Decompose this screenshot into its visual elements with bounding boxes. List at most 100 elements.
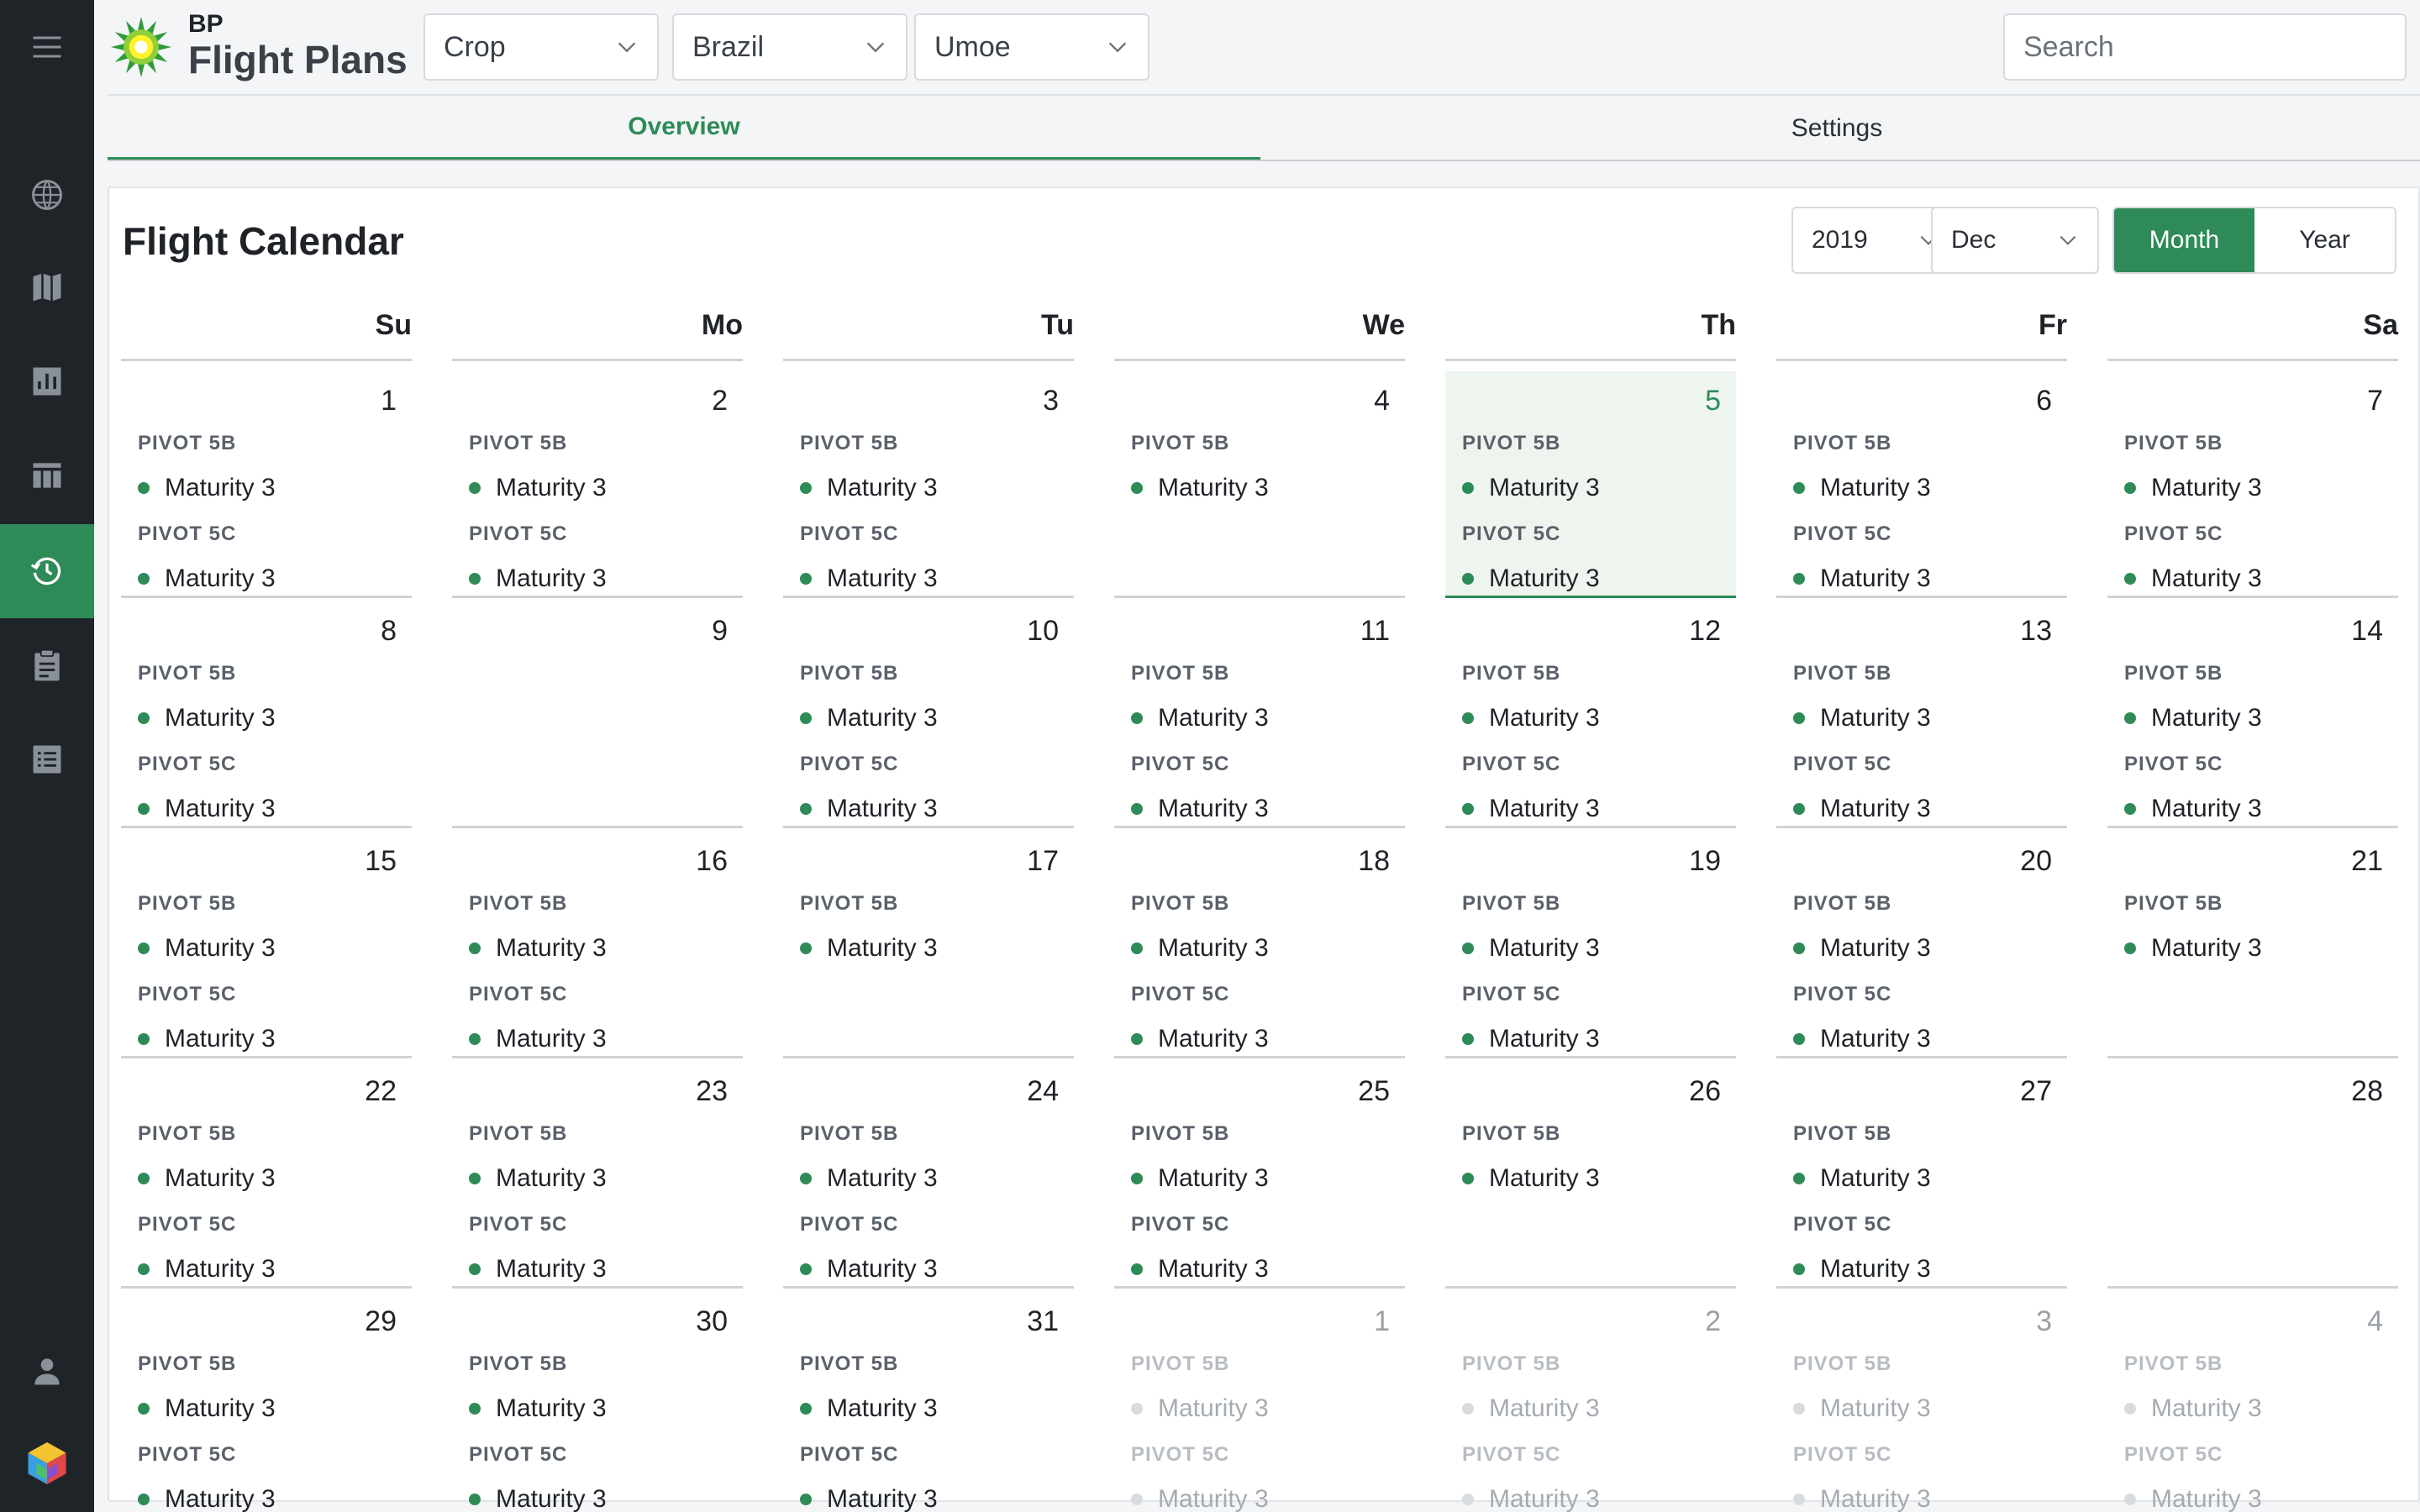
flight-plan-entry[interactable]: PIVOT 5C Maturity 3: [1462, 522, 1600, 593]
calendar-day-cell[interactable]: 4 PIVOT 5B Maturity 3 PIVOT 5C Maturity 3: [2107, 1292, 2398, 1512]
sidebar-item-analytics[interactable]: [0, 334, 94, 428]
calendar-day-cell[interactable]: 11 PIVOT 5B Maturity 3 PIVOT 5C Maturity 3: [1114, 601, 1405, 828]
flight-plan-entry[interactable]: PIVOT 5C Maturity 3: [469, 522, 607, 593]
menu-button[interactable]: [0, 0, 94, 94]
flight-plan-entry[interactable]: PIVOT 5C Maturity 3: [138, 1443, 276, 1512]
flight-plan-entry[interactable]: PIVOT 5B Maturity 3: [469, 432, 607, 502]
flight-plan-entry[interactable]: PIVOT 5C Maturity 3: [138, 522, 276, 593]
flight-plan-entry[interactable]: PIVOT 5C Maturity 3: [138, 753, 276, 823]
flight-plan-entry[interactable]: PIVOT 5B Maturity 3: [1462, 1122, 1600, 1193]
sidebar-item-reports[interactable]: [0, 618, 94, 712]
calendar-day-cell[interactable]: 13 PIVOT 5B Maturity 3 PIVOT 5C Maturity 3: [1776, 601, 2067, 828]
calendar-day-cell[interactable]: 24 PIVOT 5B Maturity 3 PIVOT 5C Maturity 3: [783, 1062, 1074, 1289]
flight-plan-entry[interactable]: PIVOT 5B Maturity 3: [1462, 432, 1600, 502]
flight-plan-entry[interactable]: PIVOT 5C Maturity 3: [1131, 1443, 1269, 1512]
flight-plan-entry[interactable]: PIVOT 5B Maturity 3: [2124, 432, 2262, 502]
flight-plan-entry[interactable]: PIVOT 5B Maturity 3: [800, 1352, 938, 1423]
calendar-day-cell[interactable]: 23 PIVOT 5B Maturity 3 PIVOT 5C Maturity 3: [452, 1062, 743, 1289]
flight-plan-entry[interactable]: PIVOT 5B Maturity 3: [2124, 662, 2262, 732]
flight-plan-entry[interactable]: PIVOT 5C Maturity 3: [1131, 753, 1269, 823]
calendar-day-cell[interactable]: 6 PIVOT 5B Maturity 3 PIVOT 5C Maturity 3: [1776, 371, 2067, 598]
flight-plan-entry[interactable]: PIVOT 5C Maturity 3: [2124, 753, 2262, 823]
tab-settings[interactable]: Settings: [1791, 114, 1883, 142]
flight-plan-entry[interactable]: PIVOT 5B Maturity 3: [800, 432, 938, 502]
calendar-day-cell[interactable]: 31 PIVOT 5B Maturity 3 PIVOT 5C Maturity 3: [783, 1292, 1074, 1512]
flight-plan-entry[interactable]: PIVOT 5C Maturity 3: [469, 1443, 607, 1512]
flight-plan-entry[interactable]: PIVOT 5C Maturity 3: [1793, 983, 1931, 1053]
calendar-day-cell[interactable]: 16 PIVOT 5B Maturity 3 PIVOT 5C Maturity 3: [452, 832, 743, 1058]
calendar-day-cell[interactable]: 28: [2107, 1062, 2398, 1289]
tab-overview[interactable]: Overview: [108, 96, 1260, 161]
flight-plan-entry[interactable]: PIVOT 5B Maturity 3: [1462, 892, 1600, 963]
flight-plan-entry[interactable]: PIVOT 5B Maturity 3: [1131, 1122, 1269, 1193]
calendar-day-cell[interactable]: 27 PIVOT 5B Maturity 3 PIVOT 5C Maturity 3: [1776, 1062, 2067, 1289]
calendar-day-cell[interactable]: 1 PIVOT 5B Maturity 3 PIVOT 5C Maturity 3: [1114, 1292, 1405, 1512]
flight-plan-entry[interactable]: PIVOT 5C Maturity 3: [1793, 1443, 1931, 1512]
flight-plan-entry[interactable]: PIVOT 5B Maturity 3: [800, 662, 938, 732]
flight-plan-entry[interactable]: PIVOT 5C Maturity 3: [1131, 983, 1269, 1053]
month-view-button[interactable]: Month: [2114, 208, 2254, 272]
sidebar-item-table[interactable]: [0, 428, 94, 522]
flight-plan-entry[interactable]: PIVOT 5B Maturity 3: [1131, 1352, 1269, 1423]
calendar-day-cell[interactable]: 18 PIVOT 5B Maturity 3 PIVOT 5C Maturity 3: [1114, 832, 1405, 1058]
month-select[interactable]: Dec: [1931, 207, 2099, 274]
calendar-day-cell[interactable]: 21 PIVOT 5B Maturity 3: [2107, 832, 2398, 1058]
calendar-day-cell[interactable]: 3 PIVOT 5B Maturity 3 PIVOT 5C Maturity 3: [783, 371, 1074, 598]
sidebar-item-user[interactable]: [0, 1324, 94, 1418]
calendar-day-cell[interactable]: 12 PIVOT 5B Maturity 3 PIVOT 5C Maturity 3: [1445, 601, 1736, 828]
calendar-day-cell[interactable]: 19 PIVOT 5B Maturity 3 PIVOT 5C Maturity 3: [1445, 832, 1736, 1058]
flight-plan-entry[interactable]: PIVOT 5C Maturity 3: [2124, 522, 2262, 593]
sidebar-item-list[interactable]: [0, 712, 94, 806]
calendar-day-cell[interactable]: 30 PIVOT 5B Maturity 3 PIVOT 5C Maturity 3: [452, 1292, 743, 1512]
country-select[interactable]: Brazil: [672, 13, 908, 81]
flight-plan-entry[interactable]: PIVOT 5B Maturity 3: [1131, 892, 1269, 963]
flight-plan-entry[interactable]: PIVOT 5B Maturity 3: [800, 1122, 938, 1193]
flight-plan-entry[interactable]: PIVOT 5B Maturity 3: [1793, 432, 1931, 502]
flight-plan-entry[interactable]: PIVOT 5B Maturity 3: [138, 432, 276, 502]
flight-plan-entry[interactable]: PIVOT 5C Maturity 3: [1462, 1443, 1600, 1512]
calendar-day-cell[interactable]: 1 PIVOT 5B Maturity 3 PIVOT 5C Maturity 3: [121, 371, 412, 598]
sidebar-item-app[interactable]: [0, 1416, 94, 1510]
sidebar-item-history[interactable]: [0, 524, 94, 618]
calendar-day-cell[interactable]: 5 PIVOT 5B Maturity 3 PIVOT 5C Maturity 3: [1445, 371, 1736, 598]
calendar-day-cell[interactable]: 25 PIVOT 5B Maturity 3 PIVOT 5C Maturity 3: [1114, 1062, 1405, 1289]
sidebar-item-globe[interactable]: [0, 148, 94, 242]
calendar-day-cell[interactable]: 26 PIVOT 5B Maturity 3: [1445, 1062, 1736, 1289]
flight-plan-entry[interactable]: PIVOT 5C Maturity 3: [1462, 983, 1600, 1053]
calendar-day-cell[interactable]: 2 PIVOT 5B Maturity 3 PIVOT 5C Maturity 3: [452, 371, 743, 598]
year-view-button[interactable]: Year: [2254, 208, 2395, 272]
flight-plan-entry[interactable]: PIVOT 5B Maturity 3: [138, 892, 276, 963]
flight-plan-entry[interactable]: PIVOT 5B Maturity 3: [138, 1122, 276, 1193]
flight-plan-entry[interactable]: PIVOT 5C Maturity 3: [1131, 1213, 1269, 1284]
crop-select[interactable]: Crop: [424, 13, 659, 81]
flight-plan-entry[interactable]: PIVOT 5C Maturity 3: [138, 1213, 276, 1284]
calendar-day-cell[interactable]: 3 PIVOT 5B Maturity 3 PIVOT 5C Maturity 3: [1776, 1292, 2067, 1512]
calendar-day-cell[interactable]: 7 PIVOT 5B Maturity 3 PIVOT 5C Maturity 3: [2107, 371, 2398, 598]
calendar-day-cell[interactable]: 2 PIVOT 5B Maturity 3 PIVOT 5C Maturity 3: [1445, 1292, 1736, 1512]
flight-plan-entry[interactable]: PIVOT 5B Maturity 3: [469, 1352, 607, 1423]
flight-plan-entry[interactable]: PIVOT 5B Maturity 3: [1462, 662, 1600, 732]
calendar-day-cell[interactable]: 8 PIVOT 5B Maturity 3 PIVOT 5C Maturity 3: [121, 601, 412, 828]
calendar-day-cell[interactable]: 17 PIVOT 5B Maturity 3: [783, 832, 1074, 1058]
flight-plan-entry[interactable]: PIVOT 5B Maturity 3: [138, 1352, 276, 1423]
calendar-day-cell[interactable]: 10 PIVOT 5B Maturity 3 PIVOT 5C Maturity 3: [783, 601, 1074, 828]
calendar-day-cell[interactable]: 4 PIVOT 5B Maturity 3: [1114, 371, 1405, 598]
flight-plan-entry[interactable]: PIVOT 5B Maturity 3: [1462, 1352, 1600, 1423]
calendar-day-cell[interactable]: 22 PIVOT 5B Maturity 3 PIVOT 5C Maturity 3: [121, 1062, 412, 1289]
flight-plan-entry[interactable]: PIVOT 5C Maturity 3: [1793, 522, 1931, 593]
flight-plan-entry[interactable]: PIVOT 5C Maturity 3: [800, 1443, 938, 1512]
flight-plan-entry[interactable]: PIVOT 5B Maturity 3: [1131, 662, 1269, 732]
flight-plan-entry[interactable]: PIVOT 5C Maturity 3: [2124, 1443, 2262, 1512]
flight-plan-entry[interactable]: PIVOT 5B Maturity 3: [138, 662, 276, 732]
flight-plan-entry[interactable]: PIVOT 5B Maturity 3: [1793, 892, 1931, 963]
calendar-day-cell[interactable]: 15 PIVOT 5B Maturity 3 PIVOT 5C Maturity 3: [121, 832, 412, 1058]
calendar-day-cell[interactable]: 20 PIVOT 5B Maturity 3 PIVOT 5C Maturity 3: [1776, 832, 2067, 1058]
calendar-day-cell[interactable]: 9: [452, 601, 743, 828]
flight-plan-entry[interactable]: PIVOT 5C Maturity 3: [1793, 753, 1931, 823]
flight-plan-entry[interactable]: PIVOT 5C Maturity 3: [800, 522, 938, 593]
flight-plan-entry[interactable]: PIVOT 5B Maturity 3: [469, 1122, 607, 1193]
flight-plan-entry[interactable]: PIVOT 5C Maturity 3: [800, 753, 938, 823]
calendar-day-cell[interactable]: 29 PIVOT 5B Maturity 3 PIVOT 5C Maturity 3: [121, 1292, 412, 1512]
flight-plan-entry[interactable]: PIVOT 5C Maturity 3: [469, 1213, 607, 1284]
farm-select[interactable]: Umoe: [914, 13, 1150, 81]
